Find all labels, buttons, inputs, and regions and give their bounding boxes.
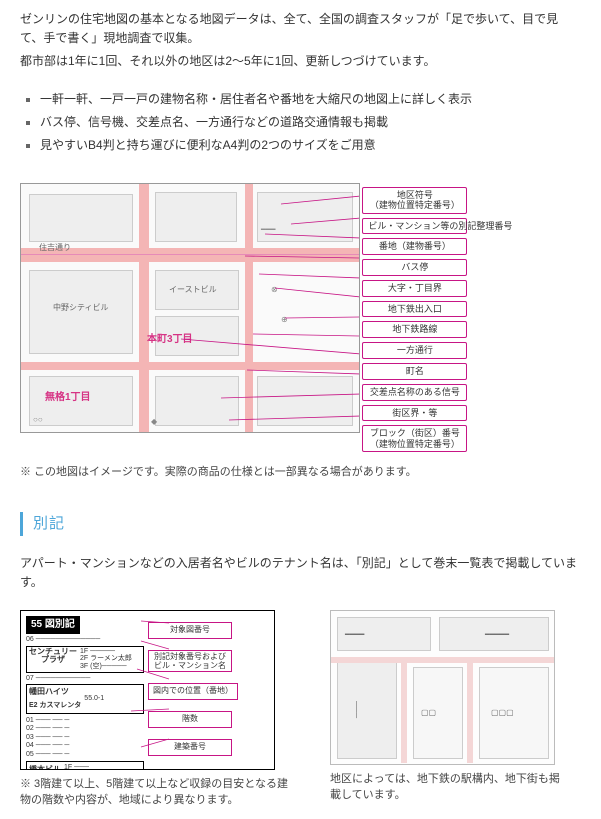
building-name: 橋本ビル xyxy=(29,764,61,770)
map-section: 住吉通り 中野シティビル イーストビル 本町3丁目 無格1丁目 ○○ ━━━ ⊗… xyxy=(20,183,581,481)
map-note: ※ この地図はイメージです。実際の商品の仕様とは一部異なる場合があります。 xyxy=(20,464,581,482)
legend-item: 大字・丁目界 xyxy=(362,280,467,297)
bekki-left-note: ※ 3階建て以上、5階建て以上など収録の目安となる建物の階数や内容が、地域により… xyxy=(20,776,290,809)
legend-item: 地下鉄路線 xyxy=(362,321,467,338)
feature-item: 見やすいB4判と持ち運びに便利なA4判の2つのサイズをご用意 xyxy=(40,136,581,155)
legend-item: 番地（建物番号） xyxy=(362,238,467,255)
intro-line-2: 都市部は1年に1回、それ以外の地区は2〜5年に1回、更新しつづけています。 xyxy=(20,52,581,71)
bekki-legend-item: 対象図番号 xyxy=(148,622,232,639)
bekki-right-note: 地区によっては、地下鉄の駅構内、地下街も掲載しています。 xyxy=(330,771,560,804)
legend-item: 地区符号（建物位置特定番号） xyxy=(362,187,467,214)
bekki-heading: 別記 xyxy=(20,512,581,536)
bekki-right: ━━━━ ━━━━━ ▢▢ ▢▢▢ ─── 地区によっては、地下鉄の駅構内、地下… xyxy=(330,610,560,804)
chome-label: 無格1丁目 xyxy=(45,390,91,406)
legend-item: ブロック（街区）番号（建物位置特定番号） xyxy=(362,425,467,452)
bekki-row: 55 図別記 06 ───────────── センチュリープラザ 1F ───… xyxy=(20,610,581,809)
feature-list: 一軒一軒、一戸一戸の建物名称・居住者名や番地を大縮尺の地図上に詳しく表示 バス停… xyxy=(20,90,581,156)
legend-item: 一方通行 xyxy=(362,342,467,359)
legend-item: バス停 xyxy=(362,259,467,276)
bekki-legend-item: 別記対象番号およびビル・マンション名 xyxy=(148,650,232,672)
building-name: センチュリープラザ xyxy=(29,648,77,671)
intro-line-1: ゼンリンの住宅地図の基本となる地図データは、全て、全国の調査スタッフが「足で歩い… xyxy=(20,10,581,48)
legend-item: 交差点名称のある信号 xyxy=(362,384,467,401)
bekki-desc: アパート・マンションなどの入居者名やビルのテナント名は、「別記」として巻末一覧表… xyxy=(20,554,581,592)
bekki-fig-head: 図別記 xyxy=(45,619,75,630)
chome-label: 本町3丁目 xyxy=(147,332,193,348)
bekki-fig-num: 55 xyxy=(31,619,42,630)
sample-map: 住吉通り 中野シティビル イーストビル 本町3丁目 無格1丁目 ○○ ━━━ ⊗… xyxy=(20,183,360,433)
feature-item: バス停、信号機、交差点名、一方通行などの道路交通情報も掲載 xyxy=(40,113,581,132)
legend-item: 地下鉄出入口 xyxy=(362,301,467,318)
legend-item: ビル・マンション等の別記整理番号 xyxy=(362,218,467,234)
bekki-legend-item: 階数 xyxy=(148,711,232,728)
bekki-legend-item: 建築番号 xyxy=(148,739,232,756)
subway-map: ━━━━ ━━━━━ ▢▢ ▢▢▢ ─── xyxy=(330,610,555,765)
intro-text: ゼンリンの住宅地図の基本となる地図データは、全て、全国の調査スタッフが「足で歩い… xyxy=(20,10,581,72)
feature-item: 一軒一軒、一戸一戸の建物名称・居住者名や番地を大縮尺の地図上に詳しく表示 xyxy=(40,90,581,109)
bekki-left: 55 図別記 06 ───────────── センチュリープラザ 1F ───… xyxy=(20,610,290,809)
bekki-figure: 55 図別記 06 ───────────── センチュリープラザ 1F ───… xyxy=(20,610,275,770)
bekki-legend-item: 図内での位置（番地） xyxy=(148,683,238,700)
legend-item: 街区界・等 xyxy=(362,405,467,422)
map-legend: 地区符号（建物位置特定番号） ビル・マンション等の別記整理番号 番地（建物番号）… xyxy=(362,183,467,456)
legend-item: 町名 xyxy=(362,363,467,380)
